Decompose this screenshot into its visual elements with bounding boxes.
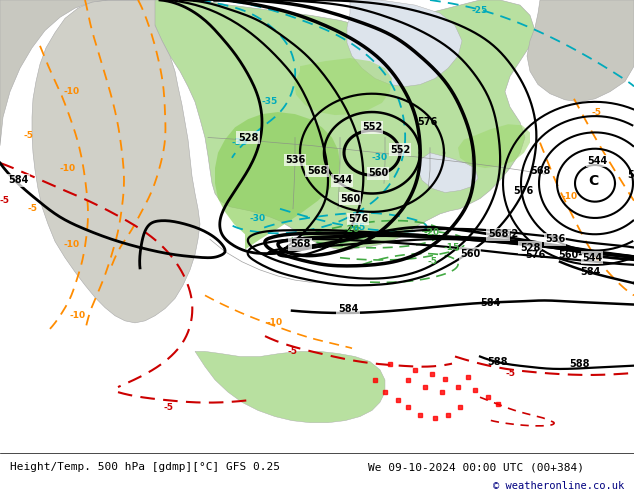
Text: -30: -30 — [250, 215, 266, 223]
Polygon shape — [294, 58, 392, 115]
Text: -25: -25 — [472, 6, 488, 15]
Text: 544: 544 — [582, 253, 602, 263]
Text: -5: -5 — [287, 347, 297, 356]
Text: C: C — [588, 174, 598, 188]
Text: -5: -5 — [591, 107, 601, 117]
Text: 552: 552 — [627, 170, 634, 180]
Text: 560: 560 — [460, 248, 480, 259]
Text: 588: 588 — [570, 359, 590, 368]
Text: 576: 576 — [417, 117, 437, 127]
Text: 584: 584 — [338, 304, 358, 314]
Text: -5: -5 — [163, 403, 173, 412]
Text: -5: -5 — [27, 204, 37, 213]
Text: 528: 528 — [238, 132, 258, 143]
Text: 544: 544 — [332, 175, 352, 185]
Text: 560: 560 — [340, 194, 360, 204]
Text: -10: -10 — [64, 240, 80, 249]
Polygon shape — [458, 124, 530, 168]
Text: © weatheronline.co.uk: © weatheronline.co.uk — [493, 481, 624, 490]
Text: 528: 528 — [520, 243, 540, 252]
Text: -10: -10 — [267, 318, 283, 327]
Text: -20: -20 — [344, 225, 360, 234]
Text: -5: -5 — [0, 196, 10, 205]
Text: 568: 568 — [530, 166, 550, 176]
Polygon shape — [32, 0, 200, 323]
Polygon shape — [418, 153, 478, 193]
Text: -10: -10 — [562, 192, 578, 201]
Text: 576: 576 — [525, 249, 545, 260]
Polygon shape — [527, 0, 634, 102]
Text: 584: 584 — [8, 175, 28, 185]
Text: -20: -20 — [424, 228, 440, 237]
Text: -35: -35 — [232, 138, 248, 147]
Text: 584: 584 — [480, 297, 500, 308]
Polygon shape — [215, 112, 340, 249]
Text: 584: 584 — [580, 267, 600, 277]
Text: We 09-10-2024 00:00 UTC (00+384): We 09-10-2024 00:00 UTC (00+384) — [368, 462, 584, 472]
Text: -5: -5 — [23, 131, 33, 140]
Text: 536: 536 — [285, 155, 305, 165]
Text: 588: 588 — [488, 357, 508, 367]
Text: 568: 568 — [290, 240, 310, 249]
Text: 576: 576 — [348, 214, 368, 224]
Polygon shape — [347, 0, 462, 87]
Polygon shape — [152, 0, 535, 249]
Polygon shape — [195, 351, 385, 423]
Text: -10: -10 — [60, 164, 76, 172]
Text: -15: -15 — [444, 243, 460, 252]
Text: Height/Temp. 500 hPa [gdmp][°C] GFS 0.25: Height/Temp. 500 hPa [gdmp][°C] GFS 0.25 — [10, 462, 280, 472]
Text: 568: 568 — [307, 166, 327, 176]
Text: -10: -10 — [64, 87, 80, 96]
Text: -5: -5 — [505, 369, 515, 378]
Text: 576: 576 — [513, 187, 533, 196]
Polygon shape — [0, 0, 140, 146]
Text: 560-: 560- — [558, 249, 582, 260]
Text: -10: -10 — [70, 311, 86, 320]
Text: -5: -5 — [427, 257, 437, 266]
Text: 544: 544 — [587, 156, 607, 166]
Text: 560: 560 — [368, 168, 388, 178]
Text: 552: 552 — [498, 229, 518, 239]
Text: 568: 568 — [488, 229, 508, 239]
Text: 552: 552 — [390, 145, 410, 155]
Text: -35: -35 — [262, 98, 278, 106]
Text: -25: -25 — [350, 222, 366, 232]
Text: 536: 536 — [545, 234, 565, 245]
Text: -30: -30 — [372, 153, 388, 162]
Text: 552: 552 — [362, 122, 382, 132]
